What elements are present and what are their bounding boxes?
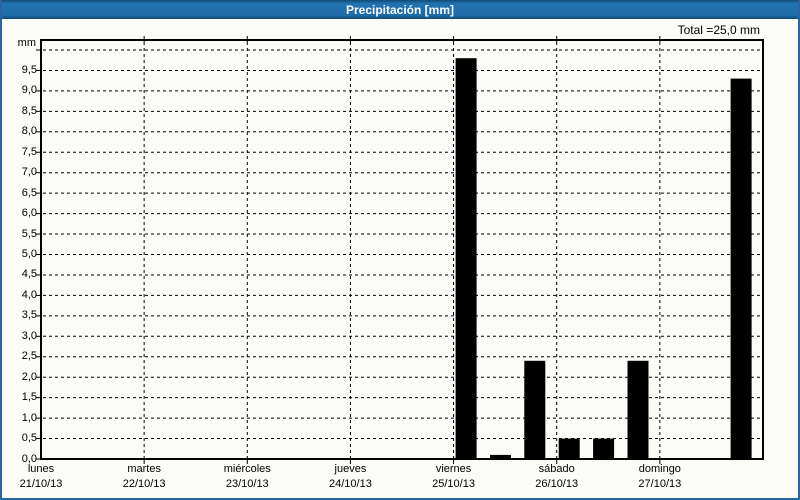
y-axis-tick-label: 6,5 xyxy=(21,186,37,199)
precipitation-bar xyxy=(593,438,615,459)
y-axis-tick-label: 9,5 xyxy=(21,63,37,76)
precipitation-bar xyxy=(455,58,477,459)
day-name: lunes xyxy=(27,463,55,475)
x-axis-day-label: miércoles 23/10/13 xyxy=(199,462,295,492)
day-name: sábado xyxy=(538,463,575,475)
y-axis-tick-label: 3,0 xyxy=(21,329,37,342)
y-axis-tick-label: 5,5 xyxy=(21,227,37,240)
y-axis-tick-label: 8,0 xyxy=(21,125,37,138)
day-name: jueves xyxy=(334,463,367,475)
precipitation-bar xyxy=(524,360,546,459)
day-date: 21/10/13 xyxy=(19,478,63,490)
day-name: martes xyxy=(127,463,161,475)
y-axis-tick-label: 1,0 xyxy=(21,411,37,424)
y-axis-tick-label: 4,0 xyxy=(21,288,37,301)
precipitation-bar xyxy=(558,438,580,459)
y-axis-tick-label: 2,0 xyxy=(21,370,37,383)
precipitation-bar xyxy=(730,78,752,459)
day-name: miércoles xyxy=(223,463,271,475)
day-date: 24/10/13 xyxy=(329,478,372,490)
day-date: 23/10/13 xyxy=(225,478,269,490)
x-axis-day-label: jueves 24/10/13 xyxy=(302,462,398,492)
precipitation-bar xyxy=(490,454,511,459)
x-axis-day-label: domingo 27/10/13 xyxy=(612,462,708,492)
total-label: Total =25,0 mm xyxy=(677,23,760,37)
y-axis-tick-label: 0,5 xyxy=(21,432,37,445)
plot-border xyxy=(40,39,764,460)
precipitation-bar xyxy=(627,360,649,459)
x-axis-day-label: lunes 21/10/13 xyxy=(2,462,89,492)
y-axis-tick-label: 9,0 xyxy=(21,84,37,97)
day-date: 22/10/13 xyxy=(122,478,166,490)
x-axis-day-label: sábado 26/10/13 xyxy=(509,462,605,492)
y-axis-tick-label: 7,0 xyxy=(21,166,37,179)
y-axis-tick-label: 3,5 xyxy=(21,309,37,322)
day-date: 26/10/13 xyxy=(535,478,579,490)
x-axis-day-label: viernes 25/10/13 xyxy=(406,462,502,492)
day-date: 27/10/13 xyxy=(638,478,682,490)
window-title: Precipitación [mm] xyxy=(345,2,455,17)
window-titlebar: Precipitación [mm] xyxy=(2,0,798,19)
day-name: domingo xyxy=(638,463,681,475)
y-axis-tick-label: 7,5 xyxy=(21,145,37,158)
y-axis-tick-label: 2,5 xyxy=(21,350,37,363)
y-axis-tick-label: 1,5 xyxy=(21,391,37,404)
y-axis-tick-label: 8,5 xyxy=(21,104,37,117)
y-axis-tick-label: 5,0 xyxy=(21,248,37,260)
day-date: 25/10/13 xyxy=(432,478,475,490)
day-name: viernes xyxy=(435,463,472,475)
y-axis-tick-label: 4,5 xyxy=(21,268,37,281)
y-axis-unit-label: mm xyxy=(17,37,36,49)
x-axis-day-label: martes 22/10/13 xyxy=(96,462,192,492)
y-axis-tick-label: 0,0 xyxy=(21,452,37,465)
y-axis-tick-label: 6,0 xyxy=(21,207,37,220)
